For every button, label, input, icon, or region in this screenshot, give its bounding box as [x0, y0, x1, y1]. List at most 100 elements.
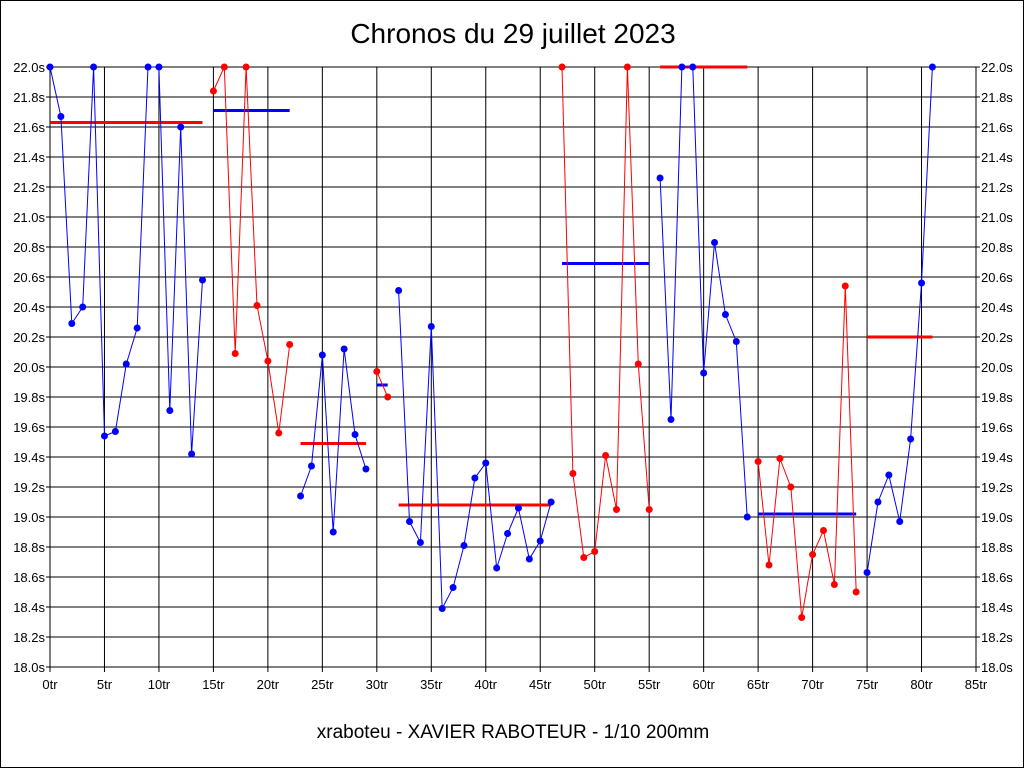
relay-3-point: [307, 462, 315, 470]
y-tick-label-left: 21.8s: [13, 90, 45, 105]
relay-4-line: [376, 371, 389, 398]
y-tick-label-right: 22.0s: [981, 60, 1013, 75]
relay-1-point: [177, 123, 185, 131]
relay-8-point: [776, 455, 784, 462]
relay-1-point: [111, 428, 119, 435]
y-tick-label-right: 21.4s: [981, 150, 1013, 165]
y-tick-label-right: 20.6s: [981, 270, 1013, 285]
relay-2-point: [275, 429, 283, 437]
y-tick-label-right: 19.8s: [981, 390, 1013, 405]
relay-6-point: [645, 506, 653, 513]
relay-1-point: [79, 303, 87, 311]
chart-title: Chronos du 29 juillet 2023: [350, 18, 676, 49]
relay-1-point: [90, 63, 98, 71]
y-tick-label-left: 20.8s: [13, 240, 45, 255]
relay-1-point: [188, 450, 196, 458]
relay-5-point: [482, 459, 490, 467]
x-tick-label: 70tr: [801, 677, 824, 692]
relay-5-point: [395, 287, 403, 294]
relay-4-point: [373, 368, 381, 375]
relay-5-point: [471, 474, 479, 482]
relay-3-point: [297, 492, 305, 500]
y-tick-label-right: 18.2s: [981, 630, 1013, 645]
relay-8-point: [787, 483, 795, 491]
y-tick-label-right: 20.8s: [981, 240, 1013, 255]
y-tick-label-left: 18.0s: [13, 660, 45, 675]
relay-5-point: [416, 539, 424, 546]
relay-4-point: [384, 393, 392, 401]
relay-2-point: [242, 63, 250, 71]
relay-7-point: [732, 338, 740, 345]
relay-2-point: [220, 63, 228, 71]
y-tick-label-right: 21.8s: [981, 90, 1013, 105]
y-tick-label-left: 22.0s: [13, 60, 45, 75]
relay-5-point: [493, 564, 501, 572]
relay-1-point: [68, 320, 76, 327]
relay-9-point: [885, 471, 893, 479]
x-tick-label: 30tr: [366, 677, 389, 692]
x-tick-label: 75tr: [856, 677, 879, 692]
relay-6-point: [591, 548, 599, 555]
relay-2-point: [253, 302, 261, 309]
relay-5-point: [536, 537, 544, 545]
y-tick-label-left: 20.4s: [13, 300, 45, 315]
y-tick-label-left: 18.2s: [13, 630, 45, 645]
y-tick-label-right: 21.0s: [981, 210, 1013, 225]
relay-1-point: [155, 63, 163, 71]
relay-1-point: [122, 360, 130, 368]
relay-8-point: [765, 561, 773, 569]
y-tick-label-left: 21.4s: [13, 150, 45, 165]
y-tick-label-left: 19.2s: [13, 480, 45, 495]
relay-5-point: [525, 555, 533, 563]
x-tick-label: 5tr: [97, 677, 113, 692]
relay-3-point: [362, 465, 370, 473]
x-tick-label: 10tr: [148, 677, 171, 692]
y-tick-label-right: 19.4s: [981, 450, 1013, 465]
relay-7-point: [700, 369, 708, 377]
relay-1-point: [100, 432, 108, 440]
y-tick-label-right: 18.4s: [981, 600, 1013, 615]
relay-9-line: [866, 66, 933, 573]
relay-6-point: [569, 470, 577, 477]
y-tick-label-right: 19.6s: [981, 420, 1013, 435]
relay-6-line: [561, 66, 650, 559]
relay-2-point: [264, 357, 272, 365]
relay-5-point: [547, 498, 555, 506]
relay-3-point: [318, 351, 326, 359]
y-tick-label-right: 20.4s: [981, 300, 1013, 315]
y-tick-label-left: 18.6s: [13, 570, 45, 585]
y-tick-label-right: 20.0s: [981, 360, 1013, 375]
relay-2-point: [231, 350, 239, 357]
relay-3-point: [351, 431, 359, 438]
relay-3-point: [340, 345, 348, 353]
relay-8-point: [841, 282, 849, 290]
y-tick-label-right: 20.2s: [981, 330, 1013, 345]
relay-9-point: [863, 569, 871, 576]
y-tick-label-right: 21.2s: [981, 180, 1013, 195]
relay-5-point: [438, 605, 446, 612]
y-tick-label-left: 20.2s: [13, 330, 45, 345]
x-tick-label: 55tr: [638, 677, 661, 692]
y-tick-label-right: 19.2s: [981, 480, 1013, 495]
x-tick-label: 60tr: [692, 677, 715, 692]
relay-5-point: [427, 323, 435, 330]
x-tick-label: 35tr: [420, 677, 443, 692]
relay-7-point: [667, 416, 675, 423]
relay-7-point: [678, 63, 686, 71]
relay-2-line: [212, 66, 291, 434]
relay-1-point: [46, 63, 54, 71]
x-tick-label: 50tr: [584, 677, 607, 692]
y-tick-label-left: 21.6s: [13, 120, 45, 135]
y-tick-label-left: 20.6s: [13, 270, 45, 285]
relay-5-point: [504, 530, 512, 537]
y-tick-label-left: 20.0s: [13, 360, 45, 375]
relay-6-point: [634, 360, 642, 368]
x-tick-label: 85tr: [965, 677, 988, 692]
relay-8-point: [809, 551, 817, 558]
relay-8-point: [852, 588, 860, 596]
relay-8-line: [757, 285, 857, 618]
y-tick-label-left: 18.8s: [13, 540, 45, 555]
relay-8-point: [819, 527, 827, 534]
x-tick-label: 25tr: [311, 677, 334, 692]
relay-7-point: [721, 311, 729, 318]
